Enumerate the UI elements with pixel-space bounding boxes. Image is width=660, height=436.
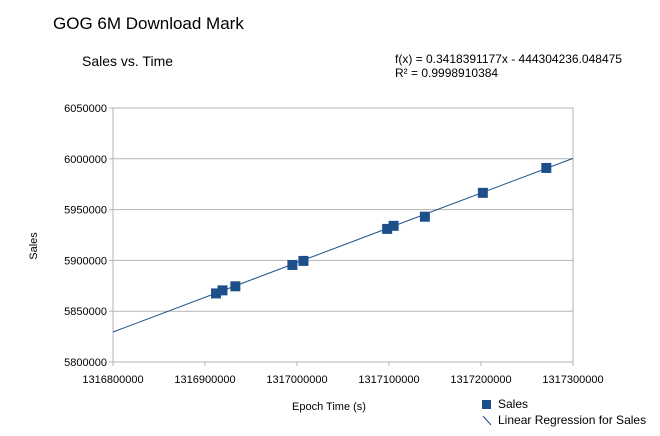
y-tick-label: 6050000 <box>64 103 107 115</box>
plot-frame <box>112 107 574 363</box>
data-point <box>287 259 298 270</box>
square-marker-icon <box>480 397 494 411</box>
r-squared-value: R² = 0.9998910384 <box>395 66 499 80</box>
axis-layer <box>109 107 574 366</box>
y-tick-label: 6000000 <box>64 154 107 166</box>
x-tick-label: 1317000000 <box>266 374 327 386</box>
grid-layer <box>113 107 573 363</box>
legend-label-sales: Sales <box>498 397 529 411</box>
data-point <box>298 255 309 266</box>
data-point <box>217 285 228 296</box>
data-point <box>388 220 399 231</box>
chart-title: Sales vs. Time <box>82 53 174 69</box>
y-tick-label: 5850000 <box>64 306 107 318</box>
trendline-layer <box>112 157 574 333</box>
data-point <box>382 223 393 234</box>
legend-item-sales: Sales <box>480 396 646 412</box>
x-tick-label: 1317200000 <box>450 374 511 386</box>
legend-label-regression: Linear Regression for Sales <box>498 413 647 427</box>
x-tick-label: 1316900000 <box>174 374 235 386</box>
x-axis-label: Epoch Time (s) <box>292 401 366 413</box>
legend-item-regression: Linear Regression for Sales <box>480 412 646 428</box>
data-point <box>419 211 430 222</box>
y-tick-label: 5900000 <box>64 255 107 267</box>
legend: Sales Linear Regression for Sales <box>480 396 646 428</box>
trendline <box>112 157 574 333</box>
y-tick-label: 5950000 <box>64 205 107 217</box>
data-point <box>211 288 222 299</box>
y-tick-label: 5800000 <box>64 357 107 369</box>
points-layer <box>211 162 552 299</box>
line-icon <box>480 413 494 427</box>
tick-labels-layer: 5800000 5850000 5900000 5950000 6000000 60500… <box>64 103 603 386</box>
y-axis-label: Sales <box>28 232 40 260</box>
x-tick-label: 1317100000 <box>358 374 419 386</box>
regression-equation: f(x) = 0.3418391177x - 444304236.048475 <box>395 52 622 66</box>
page-title: GOG 6M Download Mark <box>53 14 244 33</box>
data-point <box>477 187 488 198</box>
x-tick-label: 1316800000 <box>82 374 143 386</box>
x-tick-label: 1317300000 <box>542 374 603 386</box>
data-point <box>541 162 552 173</box>
data-point <box>230 281 241 292</box>
